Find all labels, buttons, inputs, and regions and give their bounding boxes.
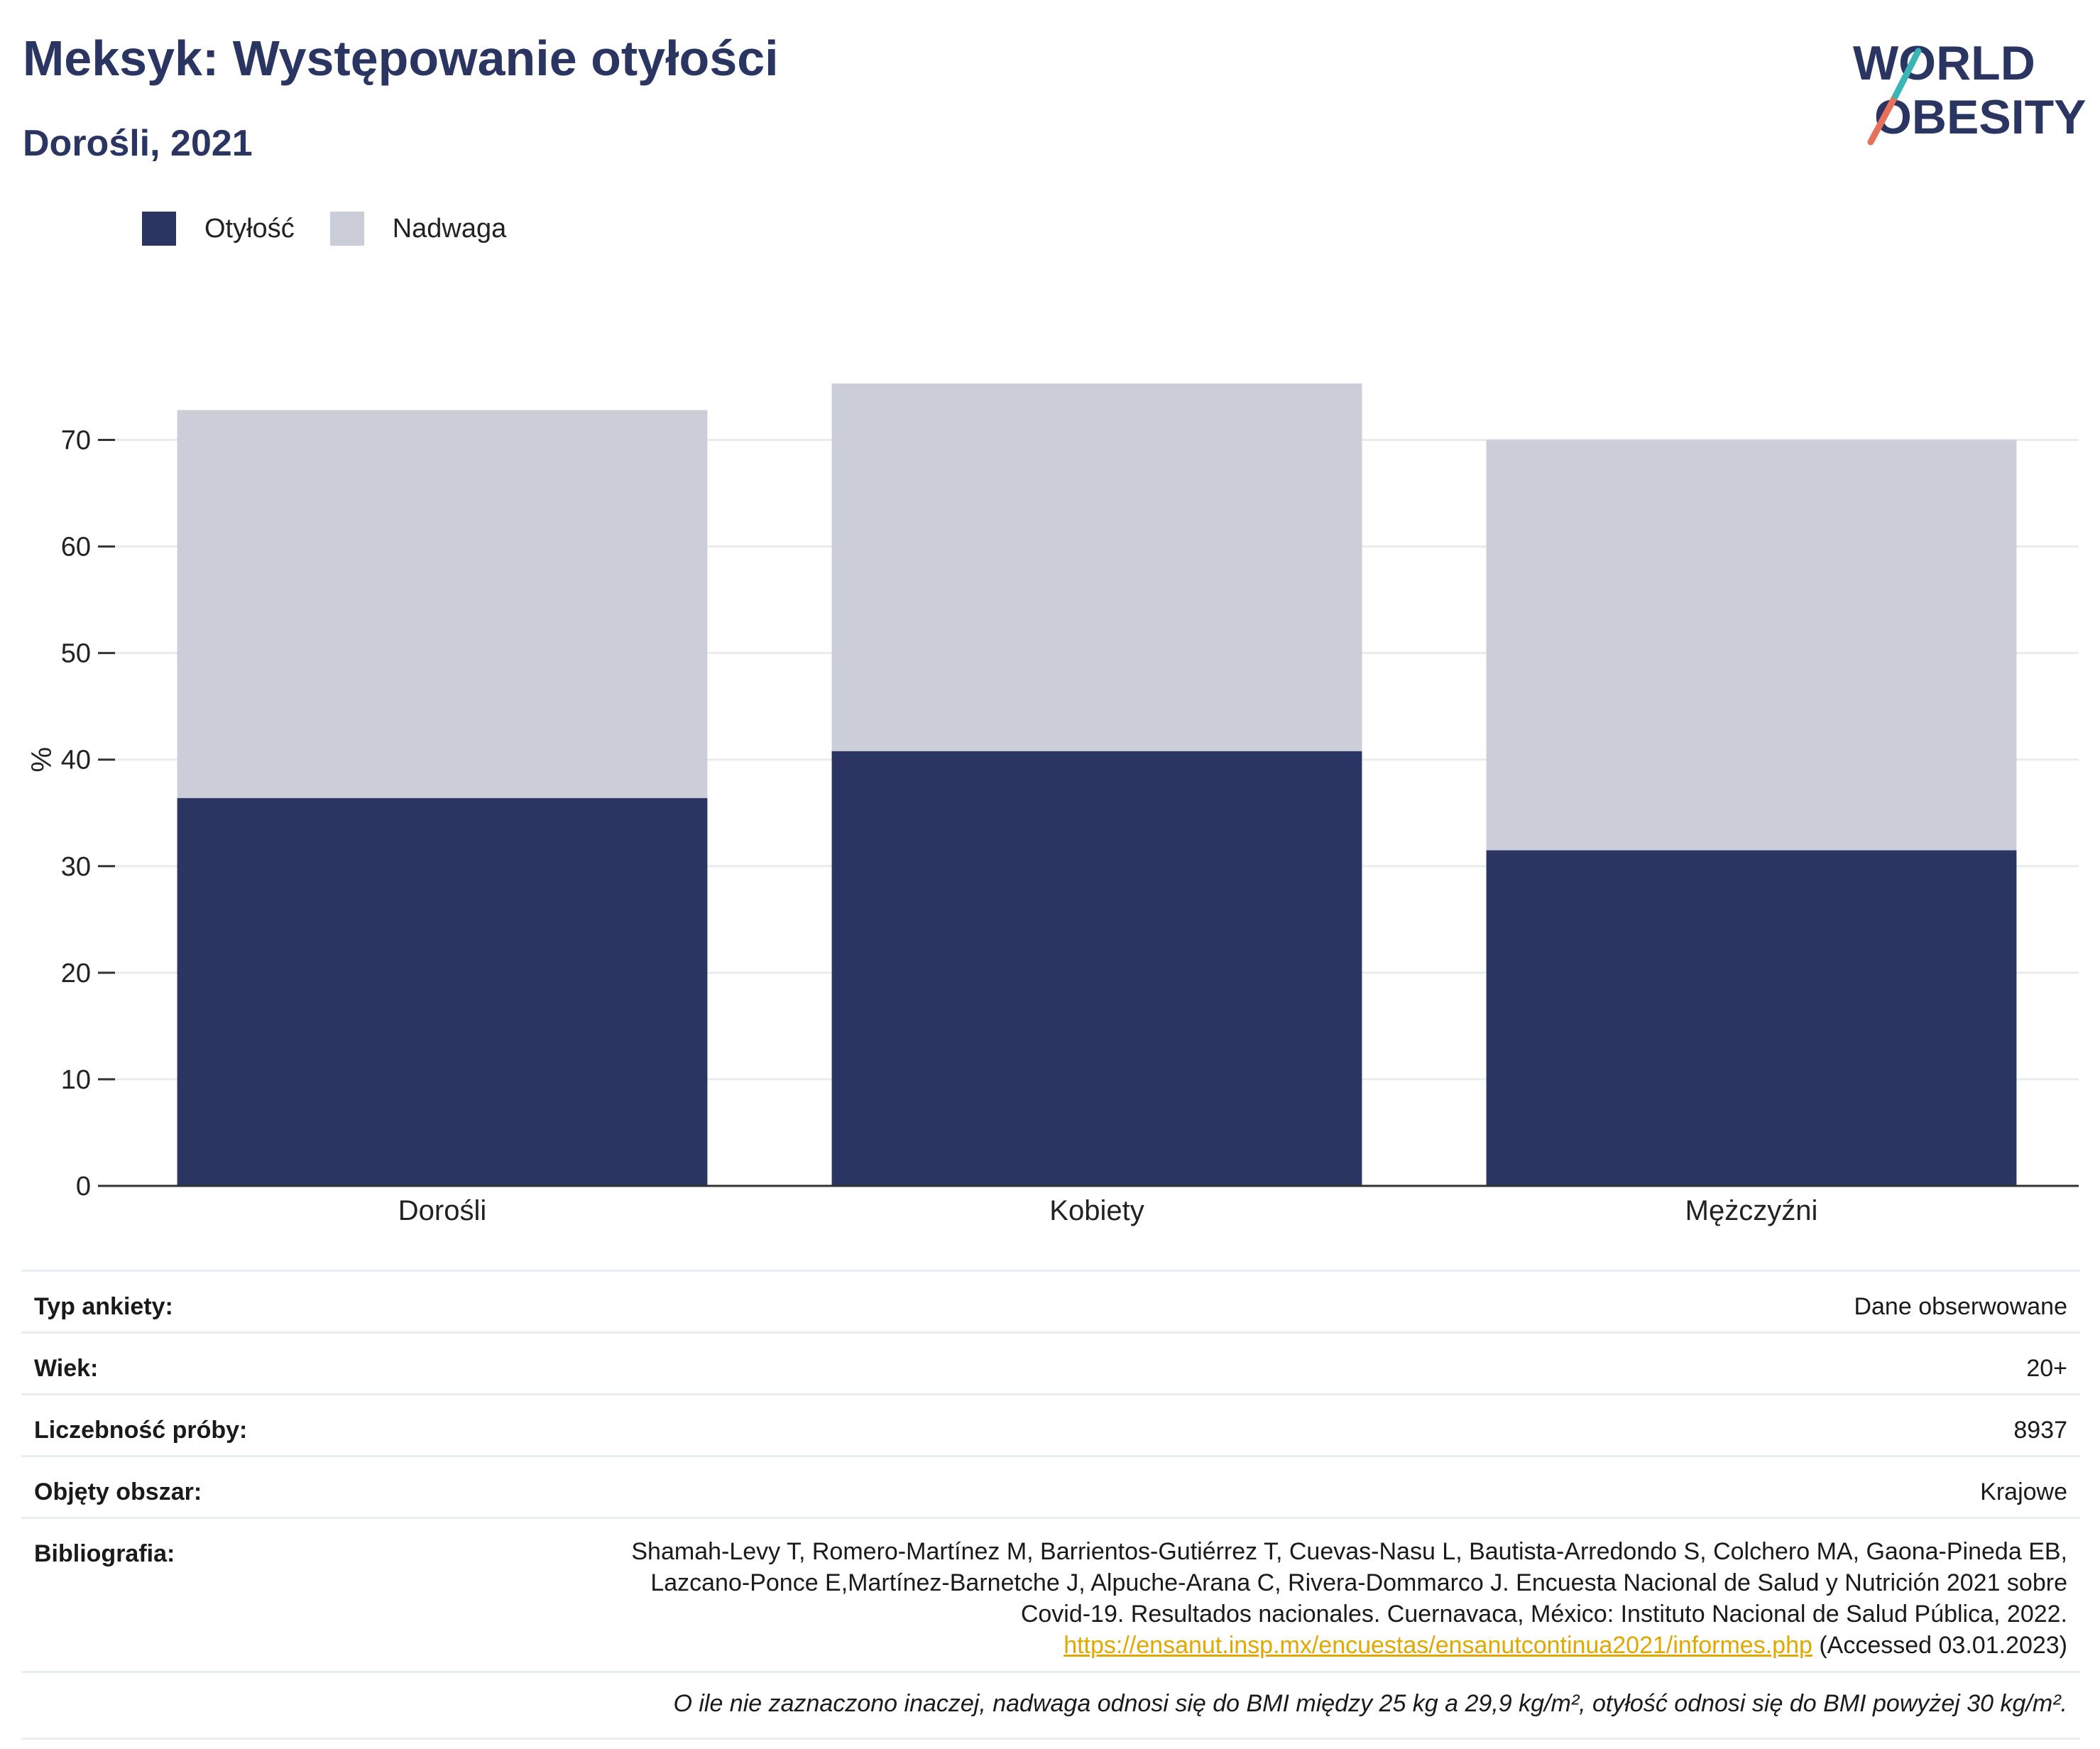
meta-value: Dane obserwowane	[1854, 1293, 2067, 1320]
y-tick-label: 20	[61, 959, 91, 988]
page-subtitle: Dorośli, 2021	[23, 123, 253, 164]
meta-value: Krajowe	[1980, 1478, 2067, 1505]
y-tick-label: 50	[61, 639, 91, 669]
meta-row-coverage: Objęty obszar: Krajowe	[21, 1455, 2080, 1517]
legend-label-overweight: Nadwaga	[392, 213, 507, 244]
meta-row-age: Wiek: 20+	[21, 1331, 2080, 1393]
meta-value: 20+	[2026, 1355, 2067, 1382]
svg-text:WORLD: WORLD	[1853, 36, 2035, 90]
y-tick-label: 70	[61, 426, 91, 456]
y-tick-label: 10	[61, 1065, 91, 1095]
bar-segment	[1486, 440, 2017, 851]
stacked-bar-chart: 0 10 20 30 40 50 60 70% Dorośli Kobiety Mężczyźni	[26, 383, 2079, 1226]
bibliography-line: Covid-19. Resultados nacionales. Cuernav…	[1020, 1601, 2067, 1628]
chart-legend: Otyłość Nadwaga	[142, 212, 535, 246]
metadata-table: Typ ankiety: Dane obserwowane Wiek: 20+ …	[21, 1270, 2080, 1740]
legend-item-overweight[interactable]: Nadwaga	[329, 212, 507, 246]
y-tick-label: 30	[61, 852, 91, 882]
bar-segment	[177, 410, 708, 798]
x-tick-label: Kobiety	[1049, 1195, 1144, 1226]
bibliography-text: Shamah-Levy T, Romero-Martínez M, Barrie…	[576, 1536, 2080, 1671]
bar-segment	[1486, 850, 2017, 1186]
svg-text:OBESITY: OBESITY	[1874, 90, 2087, 144]
bibliography-link[interactable]: https://ensanut.insp.mx/encuestas/ensanu…	[1063, 1632, 1812, 1659]
x-tick-label: Mężczyźni	[1685, 1195, 1818, 1226]
y-tick-label: 0	[76, 1172, 91, 1202]
meta-key: Objęty obszar:	[34, 1478, 202, 1505]
meta-key: Bibliografia:	[34, 1540, 175, 1567]
bar-segment	[177, 797, 708, 1186]
accessed-date: (Accessed 03.01.2023)	[1812, 1632, 2067, 1659]
world-obesity-logo: WORLD OBESITY	[1853, 36, 2087, 146]
meta-key: Typ ankiety:	[34, 1293, 173, 1320]
y-axis-title: %	[26, 747, 58, 773]
bibliography-line: Shamah-Levy T, Romero-Martínez M, Barrie…	[631, 1538, 2067, 1565]
legend-label-obesity: Otyłość	[204, 213, 295, 244]
legend-item-obesity[interactable]: Otyłość	[142, 212, 295, 246]
meta-row-sample-size: Liczebność próby: 8937	[21, 1393, 2080, 1455]
legend-swatch-obesity	[142, 212, 176, 246]
meta-row-survey-type: Typ ankiety: Dane obserwowane	[21, 1270, 2080, 1331]
bibliography-line: Lazcano-Ponce E,Martínez-Barnetche J, Al…	[650, 1569, 2067, 1596]
meta-key: Liczebność próby:	[34, 1417, 248, 1444]
bar-segment	[831, 383, 1362, 751]
definition-note: O ile nie zaznaczono inaczej, nadwaga od…	[21, 1671, 2080, 1740]
meta-key: Wiek:	[34, 1355, 99, 1382]
y-tick-label: 40	[61, 746, 91, 775]
page-title: Meksyk: Występowanie otyłości	[23, 31, 779, 86]
meta-row-bibliography: Bibliografia: Shamah-Levy T, Romero-Mart…	[21, 1517, 2080, 1671]
legend-swatch-overweight	[329, 212, 364, 246]
bar-segment	[831, 751, 1362, 1186]
meta-value: 8937	[2013, 1417, 2067, 1444]
y-tick-label: 60	[61, 533, 91, 562]
x-tick-label: Dorośli	[398, 1195, 486, 1226]
